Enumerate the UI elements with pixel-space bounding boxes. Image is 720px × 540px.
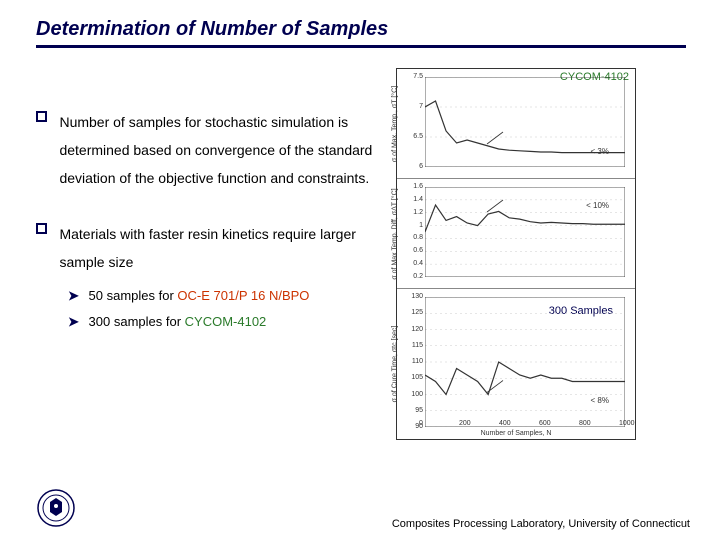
y-axis-label: σ of Max. Temp., σT [°C] bbox=[392, 85, 399, 161]
chart-panel-3: 1301251201151101051009590σ of Cure Time,… bbox=[397, 289, 635, 439]
xtick: 400 bbox=[499, 420, 511, 427]
content-area: Number of samples for stochastic simulat… bbox=[0, 48, 720, 440]
sub-2-prefix: 300 samples for bbox=[89, 314, 185, 329]
ytick: 95 bbox=[411, 407, 423, 414]
slide-title: Determination of Number of Samples bbox=[0, 0, 720, 45]
arrow-icon: ➤ bbox=[68, 314, 79, 329]
ytick: 6 bbox=[411, 163, 423, 170]
ytick: 105 bbox=[411, 374, 423, 381]
sub-item-1: ➤ 50 samples for OC-E 701/P 16 N/BPO bbox=[68, 288, 396, 304]
bullet-1: Number of samples for stochastic simulat… bbox=[36, 108, 396, 192]
ytick: 6.5 bbox=[411, 133, 423, 140]
ytick: 115 bbox=[411, 342, 423, 349]
footer-credit: Composites Processing Laboratory, Univer… bbox=[392, 518, 690, 530]
ytick: 100 bbox=[411, 391, 423, 398]
institution-seal-icon bbox=[36, 488, 76, 528]
chart-panel-2: 1.61.41.210.80.60.40.2σ of Max Temp. Dif… bbox=[397, 179, 635, 289]
bullet-2: Materials with faster resin kinetics req… bbox=[36, 220, 396, 330]
ytick: 110 bbox=[411, 358, 423, 365]
ytick: 1.6 bbox=[411, 183, 423, 190]
ytick: 1.2 bbox=[411, 209, 423, 216]
sub-list: ➤ 50 samples for OC-E 701/P 16 N/BPO ➤ 3… bbox=[68, 288, 396, 330]
xtick: 200 bbox=[459, 420, 471, 427]
chart-stack: CYCOM-4102 7.576.56σ of Max. Temp., σT [… bbox=[396, 68, 636, 440]
ytick: 0.8 bbox=[411, 234, 423, 241]
y-axis-label: σ of Max Temp. Diff, σΔT [°C] bbox=[392, 188, 399, 279]
ytick: 0.4 bbox=[411, 260, 423, 267]
ytick: 0.6 bbox=[411, 247, 423, 254]
xtick: 800 bbox=[579, 420, 591, 427]
square-bullet-icon bbox=[36, 111, 47, 122]
left-column: Number of samples for stochastic simulat… bbox=[36, 68, 396, 440]
chart-annotation: < 10% bbox=[586, 201, 609, 210]
ytick: 120 bbox=[411, 326, 423, 333]
bullet-2-text: Materials with faster resin kinetics req… bbox=[59, 220, 379, 276]
ytick: 1 bbox=[411, 222, 423, 229]
right-column: CYCOM-4102 7.576.56σ of Max. Temp., σT [… bbox=[396, 68, 696, 440]
sub-1-prefix: 50 samples for bbox=[89, 288, 178, 303]
ytick: 1.4 bbox=[411, 196, 423, 203]
chart-panel-1: 7.576.56σ of Max. Temp., σT [°C]< 3% bbox=[397, 69, 635, 179]
arrow-icon: ➤ bbox=[68, 288, 79, 303]
ytick: 7 bbox=[411, 103, 423, 110]
ytick: 0.2 bbox=[411, 273, 423, 280]
ytick: 125 bbox=[411, 309, 423, 316]
xtick: 600 bbox=[539, 420, 551, 427]
chart-annotation: < 8% bbox=[591, 396, 609, 405]
ytick: 130 bbox=[411, 293, 423, 300]
square-bullet-icon bbox=[36, 223, 47, 234]
xtick: 0 bbox=[419, 420, 423, 427]
chart-annotation: < 3% bbox=[591, 147, 609, 156]
xtick: 1000 bbox=[619, 420, 635, 427]
material-a: OC-E 701/P 16 N/BPO bbox=[177, 288, 309, 303]
y-axis-label: σ of Cure Time, σtc [sec] bbox=[392, 326, 399, 403]
x-axis-label: Number of Samples, N bbox=[481, 430, 552, 437]
sub-item-2: ➤ 300 samples for CYCOM-4102 bbox=[68, 314, 396, 330]
chart-plot bbox=[425, 297, 625, 427]
material-b: CYCOM-4102 bbox=[185, 314, 267, 329]
ytick: 7.5 bbox=[411, 73, 423, 80]
bullet-1-text: Number of samples for stochastic simulat… bbox=[59, 108, 379, 192]
